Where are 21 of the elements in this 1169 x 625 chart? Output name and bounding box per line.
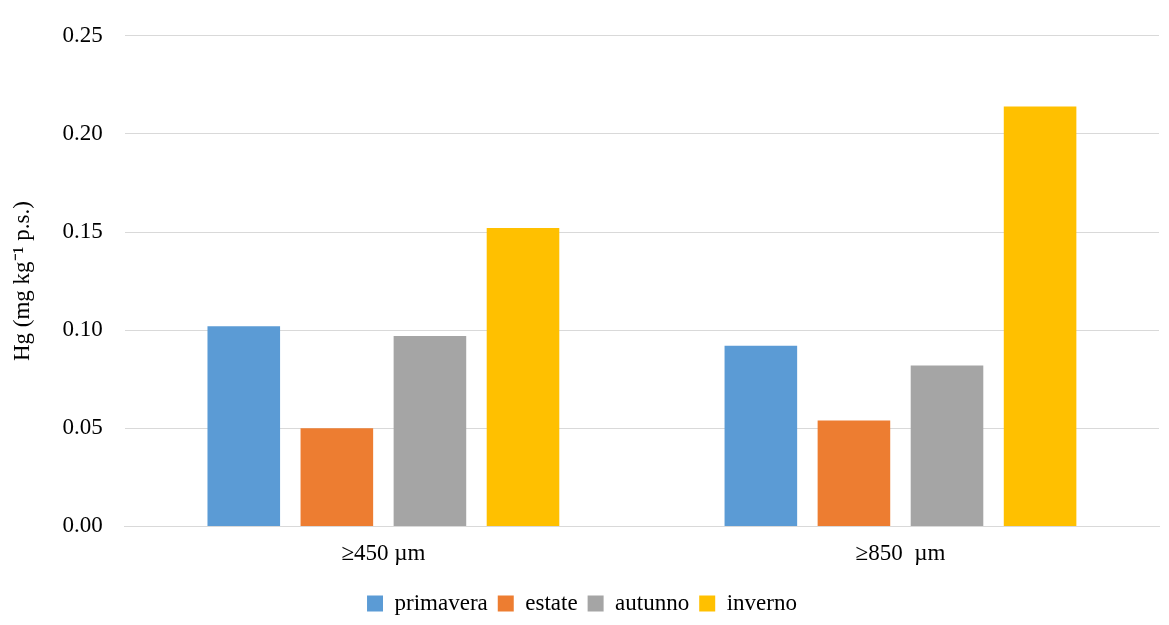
- legend-label: estate: [525, 589, 578, 615]
- bar: [207, 326, 281, 526]
- legend-label: autunno: [615, 589, 690, 615]
- x-tick-label: ≥450 µm: [341, 540, 426, 566]
- bar: [910, 365, 984, 526]
- y-tick-label: 0.10: [62, 316, 103, 342]
- bar: [393, 336, 467, 526]
- bar: [817, 420, 891, 526]
- y-tick-label: 0.05: [62, 414, 103, 440]
- bar: [300, 428, 374, 526]
- y-tick-label: 0.15: [62, 218, 103, 244]
- x-tick-label: ≥850 µm: [855, 540, 946, 566]
- y-tick-label: 0.20: [62, 119, 103, 145]
- y-tick-label: 0.00: [62, 512, 103, 538]
- legend-label: inverno: [726, 589, 797, 615]
- bar: [486, 228, 560, 526]
- bar: [724, 345, 798, 526]
- legend-label: primavera: [394, 589, 488, 615]
- bar: [1003, 106, 1077, 526]
- y-tick-label: 0.25: [62, 21, 103, 47]
- y-axis-title: Hg (mg kg⁻¹ p.s.): [8, 201, 34, 362]
